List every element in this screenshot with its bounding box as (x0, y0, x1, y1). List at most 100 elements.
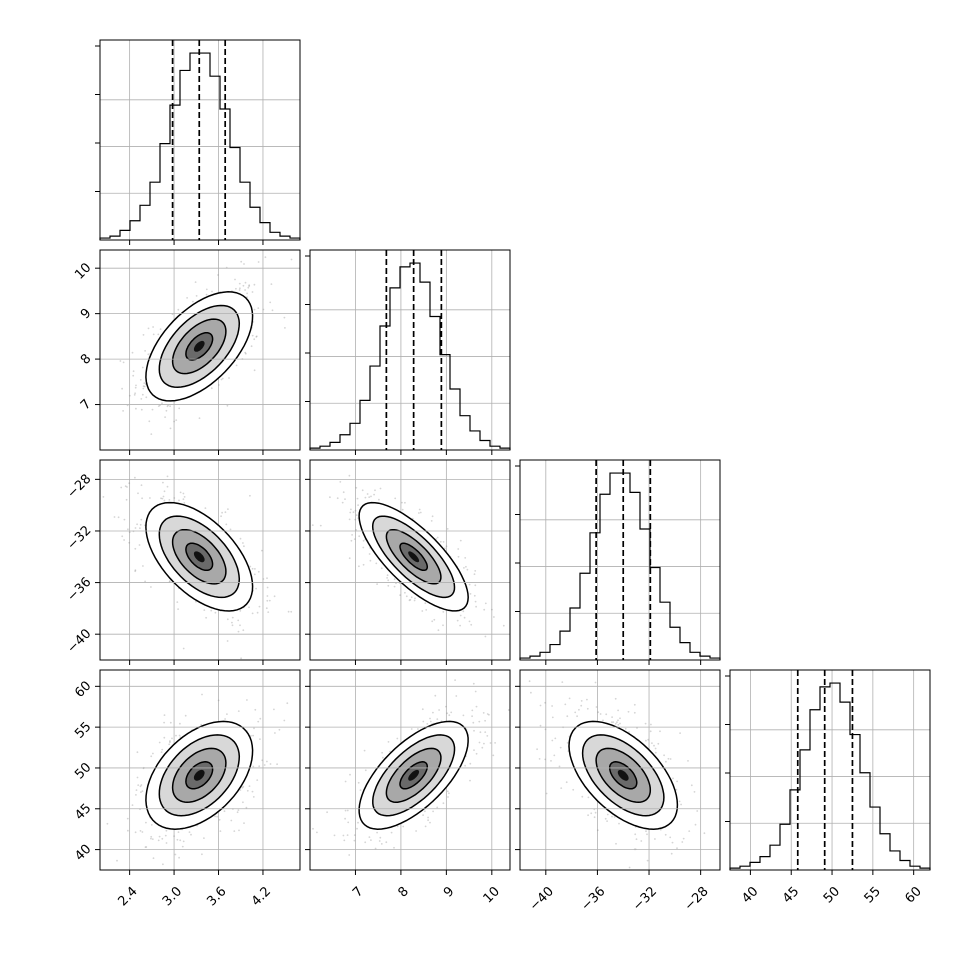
scatter-point (474, 690, 477, 693)
scatter-point (401, 508, 404, 511)
scatter-point (182, 492, 185, 495)
scatter-point (163, 490, 166, 493)
scatter-point (633, 711, 636, 714)
scatter-point (122, 410, 124, 412)
scatter-point (446, 790, 449, 793)
scatter-point (264, 256, 267, 259)
scatter-point (126, 486, 128, 488)
x-tick-label: 3.6 (204, 884, 229, 909)
scatter-point (134, 831, 137, 834)
scatter-point (239, 610, 242, 612)
contour-line (171, 318, 227, 375)
scatter-point (239, 287, 241, 290)
scatter-point (425, 609, 428, 611)
scatter-point (393, 578, 396, 581)
histogram-steps (729, 682, 931, 870)
x-tick-label: −32 (630, 884, 660, 914)
scatter-point (274, 732, 276, 734)
scatter-point (169, 740, 171, 742)
scatter-point (217, 699, 220, 702)
scatter-point (177, 608, 180, 610)
scatter-point (148, 420, 151, 423)
scatter-point (139, 379, 142, 381)
scatter-point (234, 278, 236, 281)
scatter-point (173, 835, 176, 837)
scatter-point (152, 752, 154, 755)
scatter-point (347, 821, 350, 824)
scatter-point (233, 830, 236, 832)
x-tick-label: 8 (396, 884, 412, 900)
scatter-point (178, 407, 181, 410)
scatter-point (164, 834, 167, 837)
scatter-point (217, 384, 220, 386)
scatter-point (341, 501, 344, 504)
x-tick-label: 4.2 (249, 884, 274, 909)
scatter-point (475, 705, 478, 708)
scatter-point (162, 863, 164, 866)
scatter-point (144, 580, 147, 583)
scatter-point (346, 834, 349, 836)
scatter-point (140, 518, 143, 521)
scatter-point (252, 796, 255, 798)
x-tick-label: 7 (350, 884, 366, 900)
scatter-point (375, 562, 378, 565)
scatter-point (544, 758, 547, 761)
scatter-point (366, 493, 369, 495)
scatter-point (669, 836, 672, 839)
x-tick-label: 3.0 (160, 884, 185, 909)
scatter-point (246, 292, 249, 295)
scatter-point (194, 281, 197, 283)
scatter-point (457, 555, 460, 558)
scatter-point (249, 565, 252, 568)
scatter-point (135, 789, 138, 791)
scatter-point (141, 497, 144, 500)
scatter-point (417, 728, 419, 730)
contour-line (185, 761, 214, 790)
scatter-point (242, 542, 244, 544)
scatter-point (246, 699, 248, 701)
scatter-point (429, 821, 431, 824)
scatter-point (448, 714, 451, 717)
scatter-point (645, 830, 647, 833)
histogram-panel-0 (95, 39, 301, 245)
scatter-point (463, 616, 466, 619)
scatter-point (442, 541, 445, 543)
scatter-point (442, 802, 445, 805)
scatter-point (469, 779, 471, 782)
scatter-point (141, 393, 144, 396)
y-tick-label: 60 (72, 679, 94, 701)
scatter-point (456, 619, 459, 622)
panel-frame (99, 669, 301, 871)
scatter-point (586, 698, 588, 701)
scatter-point (238, 282, 241, 285)
scatter-point (139, 785, 142, 788)
contour-line (185, 331, 214, 361)
scatter-point (464, 557, 467, 559)
scatter-point (687, 760, 689, 762)
scatter-point (354, 509, 357, 512)
scatter-point (413, 599, 416, 602)
scatter-point (401, 501, 403, 504)
scatter-point (455, 695, 458, 697)
scatter-point (163, 736, 166, 739)
scatter-point (169, 721, 172, 724)
scatter-point (235, 364, 238, 367)
scatter-point (268, 599, 271, 602)
scatter-point (483, 742, 485, 745)
scatter-point (459, 539, 462, 542)
scatter-point (679, 732, 681, 734)
scatter-point (462, 610, 465, 613)
scatter-point (561, 681, 564, 683)
panel-frame (99, 249, 301, 451)
scatter-point (177, 831, 180, 833)
x-tick-label: −40 (527, 884, 557, 914)
scatter-point (144, 350, 147, 352)
scatter-point (204, 507, 207, 509)
scatter-point (368, 836, 371, 838)
scatter-point (258, 765, 261, 768)
scatter-point (163, 714, 166, 716)
scatter-point (587, 796, 590, 799)
scatter-point (378, 498, 380, 501)
scatter-point (471, 715, 473, 718)
scatter-point (618, 822, 620, 825)
